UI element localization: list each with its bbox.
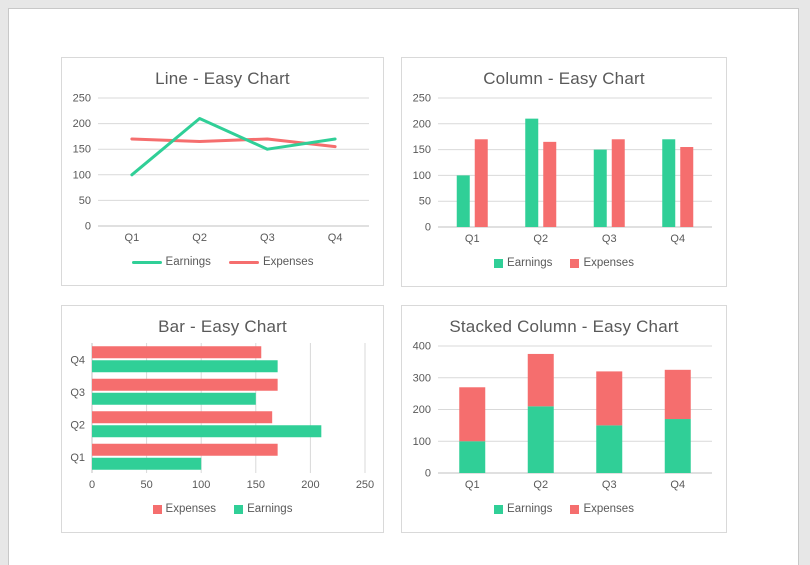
column-chart-plot: 0 50 100 150 200 250 Q1 Q2 Q3 Q4	[413, 93, 712, 245]
chart-legend: Earnings Expenses	[402, 494, 726, 532]
legend-item-earnings: Earnings	[494, 257, 552, 269]
legend-label: Expenses	[262, 256, 314, 268]
chart-legend: Earnings Expenses	[402, 248, 726, 286]
svg-text:Q1: Q1	[70, 452, 85, 464]
svg-text:Q1: Q1	[465, 479, 480, 491]
legend-item-expenses: Expenses	[570, 503, 634, 515]
document-page: Line - Easy Chart 0 50 100 150 200 250 Q1 Q2 Q3 Q…	[8, 8, 799, 565]
line-chart-panel[interactable]: Line - Easy Chart 0 50 100 150 200 250 Q1 Q2 Q3 Q…	[61, 57, 384, 286]
svg-text:300: 300	[413, 372, 431, 384]
legend-label: Expenses	[583, 503, 634, 515]
svg-text:Q4: Q4	[70, 354, 85, 366]
svg-text:400: 400	[413, 341, 431, 353]
chart-title: Column - Easy Chart	[483, 69, 645, 88]
legend-item-earnings: Earnings	[234, 503, 292, 515]
svg-text:100: 100	[413, 436, 431, 448]
legend-label: Earnings	[507, 257, 553, 269]
legend-item-earnings: Earnings	[494, 503, 552, 515]
svg-text:Q2: Q2	[192, 232, 207, 244]
legend-item-expenses: Expenses	[152, 503, 217, 515]
svg-text:Q4: Q4	[670, 479, 685, 491]
legend-line-marker	[228, 260, 259, 264]
legend-square-marker	[494, 258, 504, 268]
svg-text:250: 250	[413, 93, 431, 105]
svg-text:150: 150	[413, 144, 431, 156]
stacked-column-chart-panel[interactable]: Stacked Column - Easy Chart 0 100 200 300 40…	[401, 305, 727, 533]
legend-square-marker	[234, 504, 244, 514]
chart-title: Stacked Column - Easy Chart	[449, 317, 679, 336]
svg-text:0: 0	[425, 222, 431, 234]
legend-item-expenses: Expenses	[570, 257, 634, 269]
svg-text:200: 200	[301, 479, 319, 491]
svg-text:200: 200	[73, 118, 91, 130]
svg-text:250: 250	[356, 479, 374, 491]
legend-square-marker	[570, 504, 580, 514]
svg-text:Q3: Q3	[602, 233, 617, 245]
svg-text:Q3: Q3	[602, 479, 617, 491]
legend-item-earnings: Earnings	[131, 256, 211, 268]
svg-text:Q4: Q4	[670, 233, 685, 245]
svg-text:Q3: Q3	[70, 387, 85, 399]
legend-item-expenses: Expenses	[228, 256, 314, 268]
stacked-column-chart-plot: 0 100 200 300 400 Q1 Q2 Q3 Q4	[413, 341, 712, 491]
svg-text:150: 150	[73, 144, 91, 156]
legend-square-marker	[494, 504, 504, 514]
legend-label: Earnings	[165, 256, 211, 268]
column-chart-panel[interactable]: Column - Easy Chart 0 50 100 150 200 250 Q1 Q2 Q…	[401, 57, 727, 287]
svg-text:200: 200	[413, 404, 431, 416]
svg-text:150: 150	[247, 479, 265, 491]
svg-text:Q1: Q1	[465, 233, 480, 245]
chart-legend: Earnings Expenses	[62, 247, 383, 285]
legend-line-marker	[131, 260, 162, 264]
legend-square-marker	[570, 258, 580, 268]
legend-label: Earnings	[247, 503, 293, 515]
svg-text:100: 100	[192, 479, 210, 491]
bar-chart-panel[interactable]: Bar - Easy Chart 0 50 100 150 200 250 Q1 Q2 Q3 Q4…	[61, 305, 384, 533]
chart-legend: Expenses Earnings	[62, 494, 383, 532]
legend-label: Expenses	[165, 503, 217, 515]
svg-text:Q1: Q1	[125, 232, 140, 244]
legend-square-marker	[152, 504, 162, 514]
svg-text:Q3: Q3	[260, 232, 275, 244]
svg-text:50: 50	[140, 479, 152, 491]
svg-text:Q2: Q2	[70, 419, 85, 431]
svg-text:250: 250	[73, 93, 91, 105]
svg-text:50: 50	[419, 196, 431, 208]
legend-label: Earnings	[507, 503, 553, 515]
svg-text:Q4: Q4	[328, 232, 343, 244]
svg-text:100: 100	[413, 170, 431, 182]
svg-text:Q2: Q2	[533, 479, 548, 491]
svg-text:0: 0	[425, 468, 431, 480]
svg-text:0: 0	[89, 479, 95, 491]
legend-label: Expenses	[583, 257, 634, 269]
svg-text:200: 200	[413, 118, 431, 130]
chart-title: Bar - Easy Chart	[158, 317, 287, 336]
svg-text:0: 0	[85, 221, 91, 233]
svg-text:Q2: Q2	[533, 233, 548, 245]
line-chart-plot: 0 50 100 150 200 250 Q1 Q2 Q3 Q4	[73, 93, 369, 244]
chart-title: Line - Easy Chart	[155, 69, 290, 88]
bar-chart-plot: 0 50 100 150 200 250 Q1 Q2 Q3 Q4	[70, 343, 374, 491]
svg-text:100: 100	[73, 169, 91, 181]
svg-text:50: 50	[79, 195, 91, 207]
